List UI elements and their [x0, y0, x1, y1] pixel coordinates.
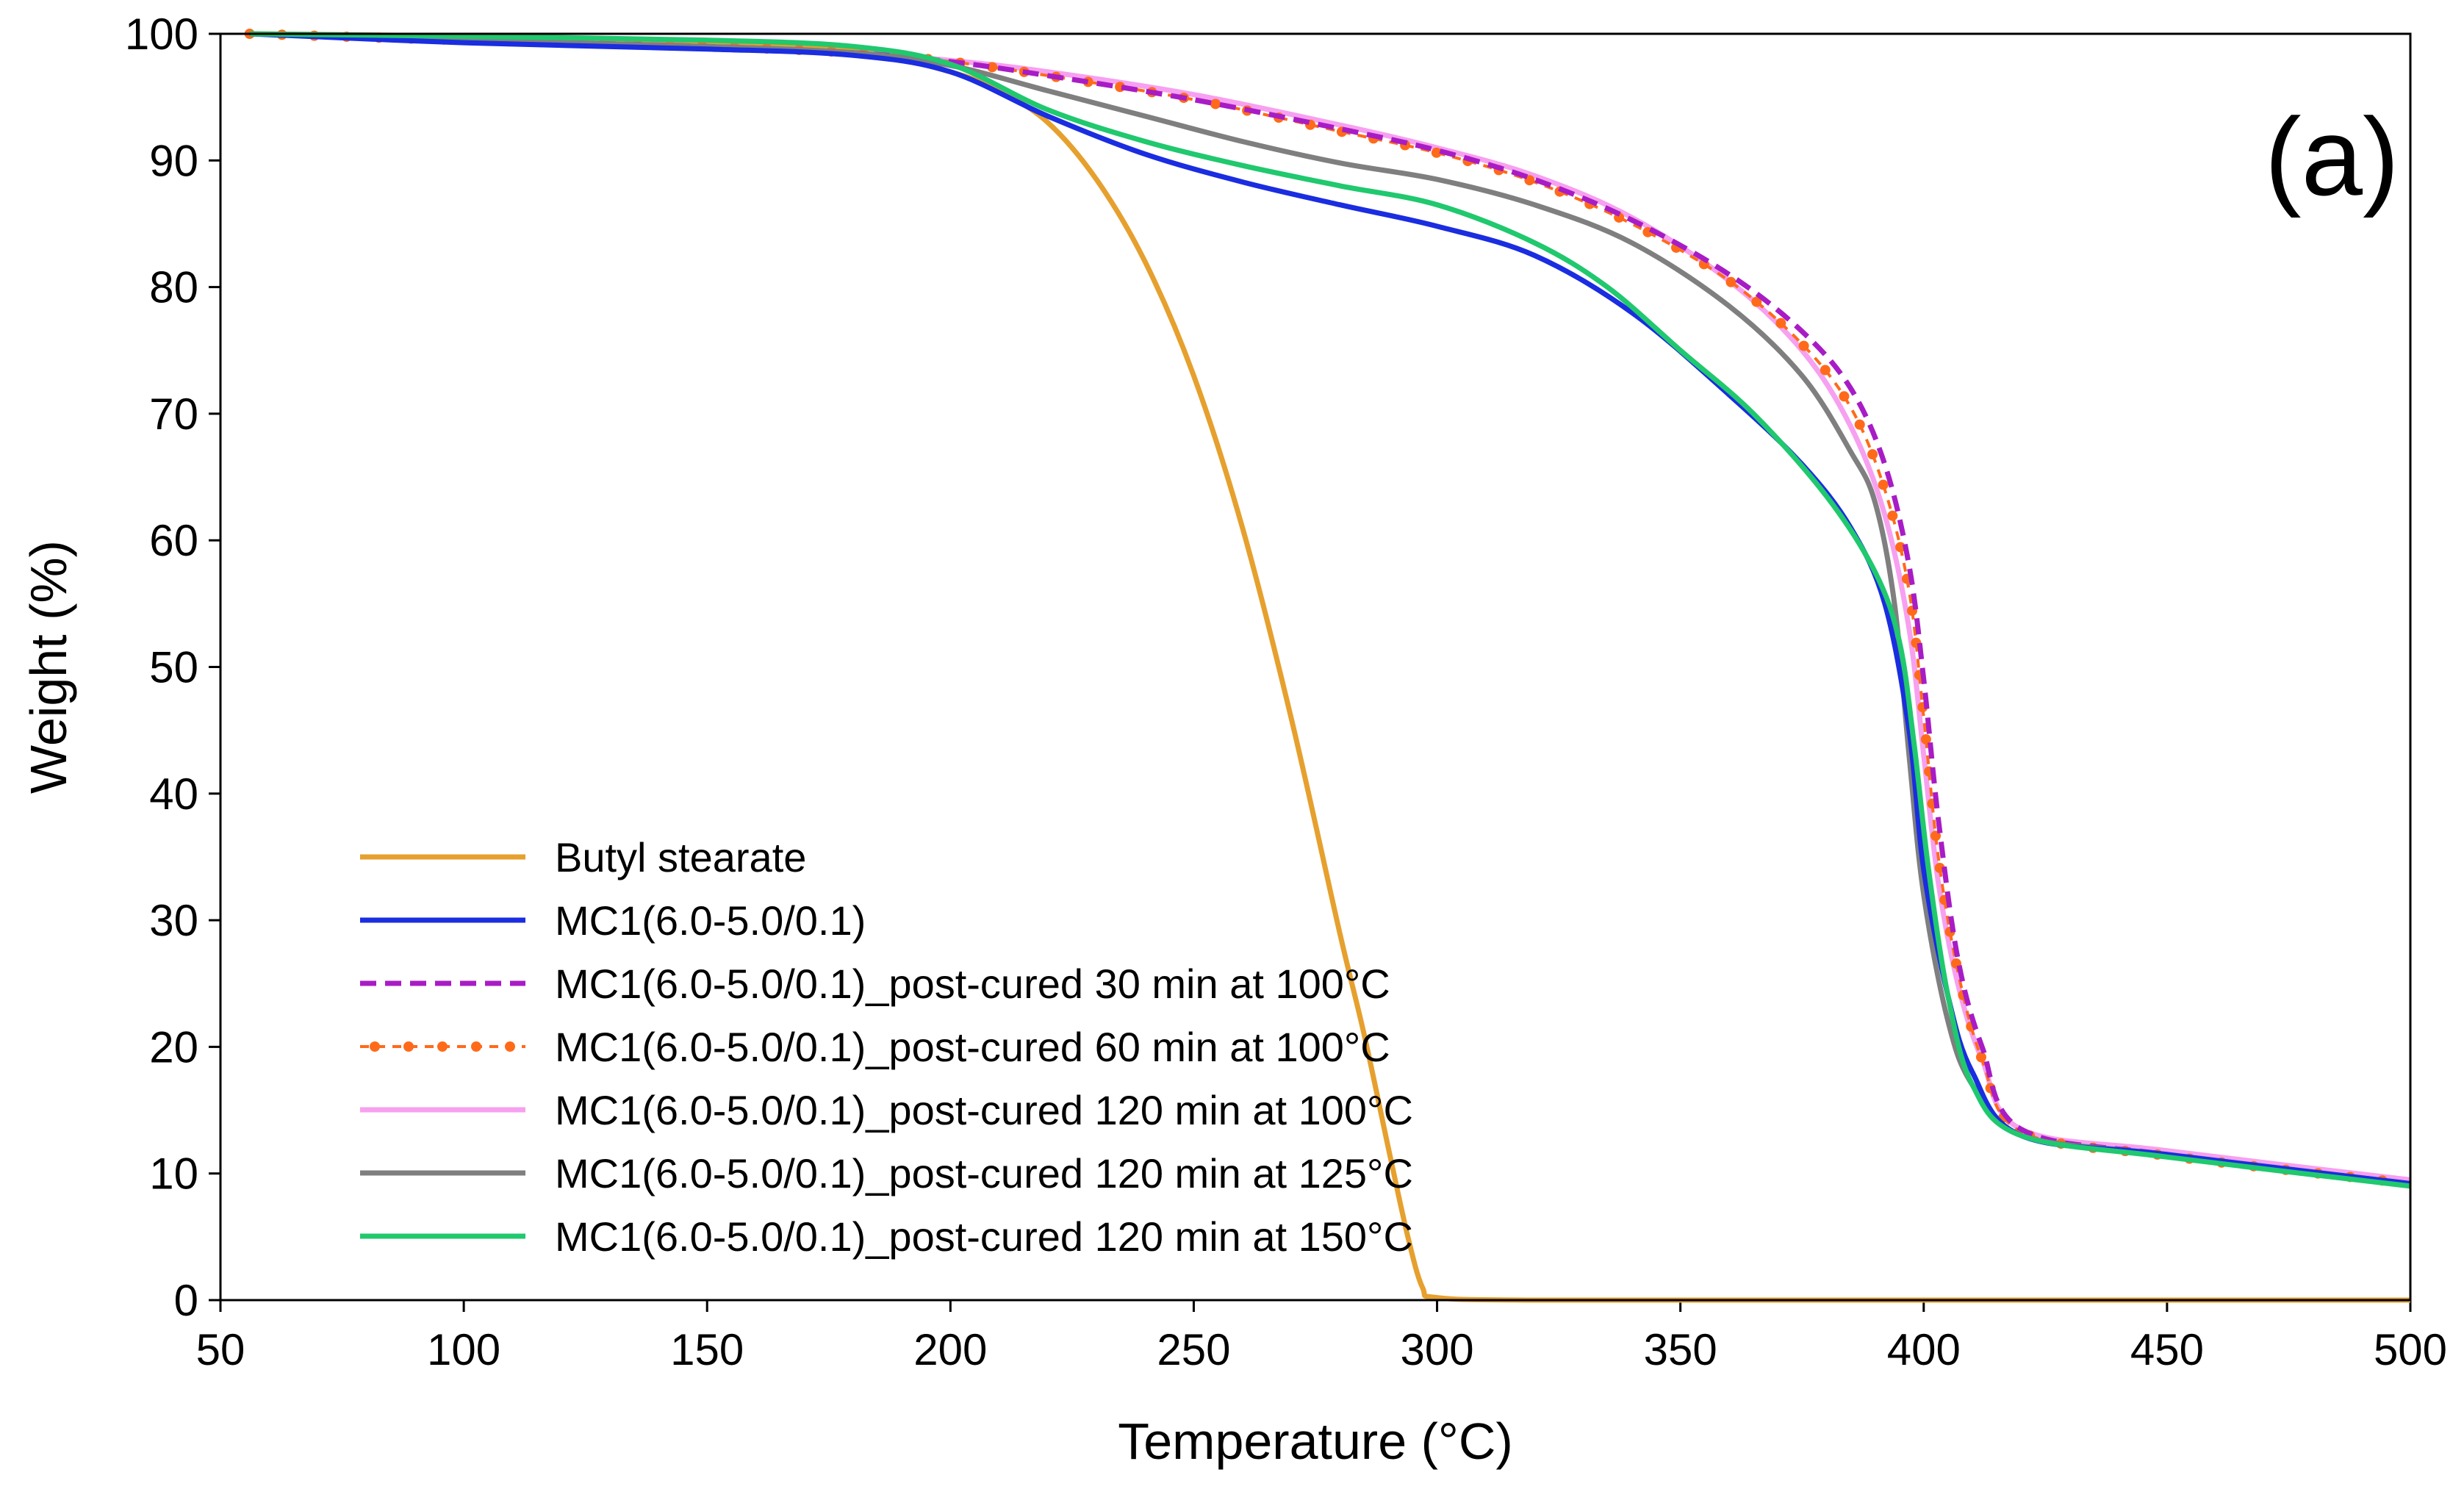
x-tick-label: 350 [1644, 1325, 1717, 1374]
y-axis-ticks: 0 10 20 30 40 50 60 70 80 90 100 [125, 10, 220, 1325]
x-tick-label: 100 [427, 1325, 500, 1374]
legend-label-6: MC1(6.0-5.0/0.1)_post-cured 120 min at 1… [555, 1213, 1413, 1260]
y-axis-title: Weight (%) [20, 540, 77, 794]
series-3-marker [1920, 733, 1931, 744]
x-tick-label: 300 [1401, 1325, 1474, 1374]
series-3-marker [1895, 542, 1906, 553]
x-axis-title: Temperature (°C) [1118, 1413, 1513, 1470]
y-tick-label: 40 [149, 769, 198, 819]
series-3-marker [1751, 296, 1762, 307]
series-3-marker [1798, 340, 1809, 351]
x-tick-label: 400 [1887, 1325, 1961, 1374]
panel-label: (a) [2265, 95, 2399, 218]
series-3-marker [1839, 391, 1850, 402]
series-3-marker [1725, 276, 1736, 287]
legend-label-5: MC1(6.0-5.0/0.1)_post-cured 120 min at 1… [555, 1150, 1413, 1196]
y-tick-label: 60 [149, 516, 198, 565]
series-3-marker [1867, 449, 1878, 460]
legend-label-1: MC1(6.0-5.0/0.1) [555, 897, 866, 944]
x-tick-label: 500 [2374, 1325, 2447, 1374]
x-tick-label: 200 [913, 1325, 987, 1374]
series-3-marker [1820, 365, 1831, 376]
y-tick-label: 100 [125, 10, 198, 59]
series-3-marker [1887, 510, 1898, 521]
y-tick-label: 30 [149, 896, 198, 945]
legend: Butyl stearate MC1(6.0-5.0/0.1) MC1(6.0-5.… [360, 834, 1413, 1260]
y-tick-label: 90 [149, 136, 198, 185]
y-tick-label: 50 [149, 643, 198, 692]
y-tick-label: 70 [149, 390, 198, 439]
x-tick-label: 250 [1157, 1325, 1230, 1374]
series-layer [244, 29, 2411, 1303]
series-3-marker [987, 62, 998, 73]
legend-label-0: Butyl stearate [555, 834, 806, 880]
series-3-marker [1431, 147, 1442, 158]
y-tick-label: 10 [149, 1149, 198, 1199]
series-3-marker [1878, 479, 1889, 490]
series-3-marker [1854, 419, 1865, 430]
series-3-marker [1210, 98, 1221, 110]
series-6-line [249, 31, 2411, 1189]
x-tick-label: 450 [2130, 1325, 2204, 1374]
legend-marker-3 [437, 1041, 448, 1052]
x-axis-ticks: 50 100 150 200 250 300 350 400 450 500 [196, 1300, 2447, 1374]
legend-label-3: MC1(6.0-5.0/0.1)_post-cured 60 min at 10… [555, 1024, 1390, 1070]
y-tick-label: 80 [149, 263, 198, 312]
legend-label-2: MC1(6.0-5.0/0.1)_post-cured 30 min at 10… [555, 961, 1390, 1007]
legend-marker-3 [403, 1041, 414, 1052]
x-tick-label: 50 [196, 1325, 245, 1374]
legend-label-4: MC1(6.0-5.0/0.1)_post-cured 120 min at 1… [555, 1087, 1413, 1133]
x-tick-label: 150 [670, 1325, 744, 1374]
legend-marker-3 [505, 1041, 515, 1052]
plot-frame [219, 32, 2412, 1302]
legend-marker-3 [471, 1041, 481, 1052]
y-tick-label: 0 [174, 1276, 198, 1325]
series-3-marker [1975, 1052, 1986, 1063]
y-tick-label: 20 [149, 1022, 198, 1072]
legend-marker-3 [370, 1041, 380, 1052]
series-3-marker [1775, 317, 1786, 329]
